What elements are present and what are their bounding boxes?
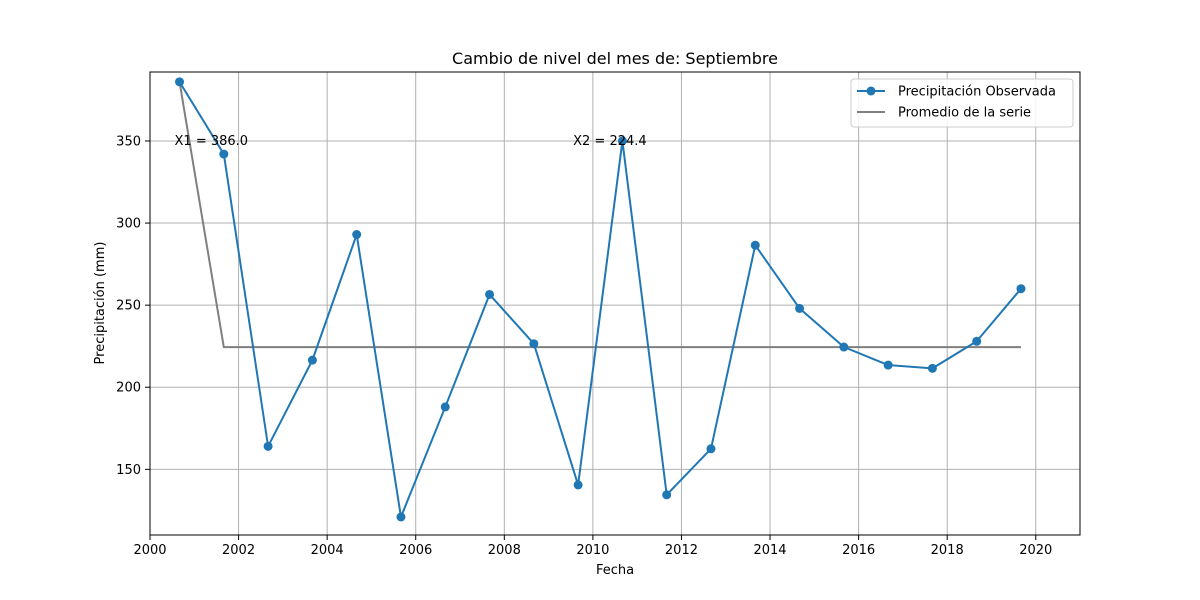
legend-label: Precipitación Observada — [898, 85, 1056, 100]
data-point — [307, 355, 317, 365]
legend-marker — [866, 86, 876, 96]
x-tick-label: 2018 — [931, 543, 964, 558]
grid — [149, 72, 1080, 535]
data-point — [573, 480, 583, 490]
data-point — [396, 512, 406, 522]
legend-box — [850, 78, 1074, 128]
data-point — [485, 289, 495, 299]
annotations: X1 = 386.0 X2 = 224.4 — [175, 134, 647, 149]
x-tick-label: 2006 — [399, 543, 432, 558]
x-tick-label: 2014 — [753, 543, 786, 558]
series-line-1 — [178, 81, 1021, 349]
data-point — [263, 441, 273, 451]
data-point — [352, 230, 362, 240]
data-point — [617, 136, 627, 146]
x-tick-label: 2000 — [133, 543, 166, 558]
x-tick-label: 2008 — [488, 543, 521, 558]
data-point — [529, 339, 539, 349]
data-point — [1016, 284, 1026, 294]
x-tick-label: 2012 — [665, 543, 698, 558]
plot-series — [175, 77, 1026, 522]
data-point — [927, 363, 937, 373]
y-tick-label: 250 — [116, 299, 141, 314]
data-point — [839, 342, 849, 352]
data-point — [440, 402, 450, 412]
y-tick-label: 350 — [116, 134, 141, 149]
series-line-0 — [178, 81, 1022, 518]
axis-ticks: 2000 2002 2004 2006 2008 2010 2012 2014 2016 2018… — [116, 134, 1052, 558]
x-tick-label: 2010 — [576, 543, 609, 558]
data-point — [662, 490, 672, 500]
x-axis-label: Fecha — [596, 563, 634, 578]
x-tick-label: 2004 — [311, 543, 344, 558]
x-tick-label: 2002 — [222, 543, 255, 558]
annotation: X2 = 224.4 — [573, 134, 647, 149]
y-axis-label: Precipitación (mm) — [93, 242, 108, 365]
y-tick-label: 300 — [116, 217, 141, 232]
legend: Precipitación Observada Promedio de la se… — [850, 78, 1074, 128]
data-point — [972, 336, 982, 346]
data-point — [750, 240, 760, 250]
data-point — [175, 77, 185, 87]
x-tick-label: 2016 — [842, 543, 875, 558]
data-point — [219, 149, 229, 159]
data-point — [795, 303, 805, 313]
x-tick-label: 2020 — [1019, 543, 1052, 558]
y-tick-label: 200 — [116, 381, 141, 396]
data-point — [883, 360, 893, 370]
chart-title: Cambio de nivel del mes de: Septiembre — [452, 49, 778, 68]
data-point — [706, 444, 716, 454]
annotation: X1 = 386.0 — [175, 134, 249, 149]
legend-label: Promedio de la serie — [898, 106, 1031, 121]
plot-frame — [149, 71, 1081, 536]
y-tick-label: 150 — [116, 463, 141, 478]
